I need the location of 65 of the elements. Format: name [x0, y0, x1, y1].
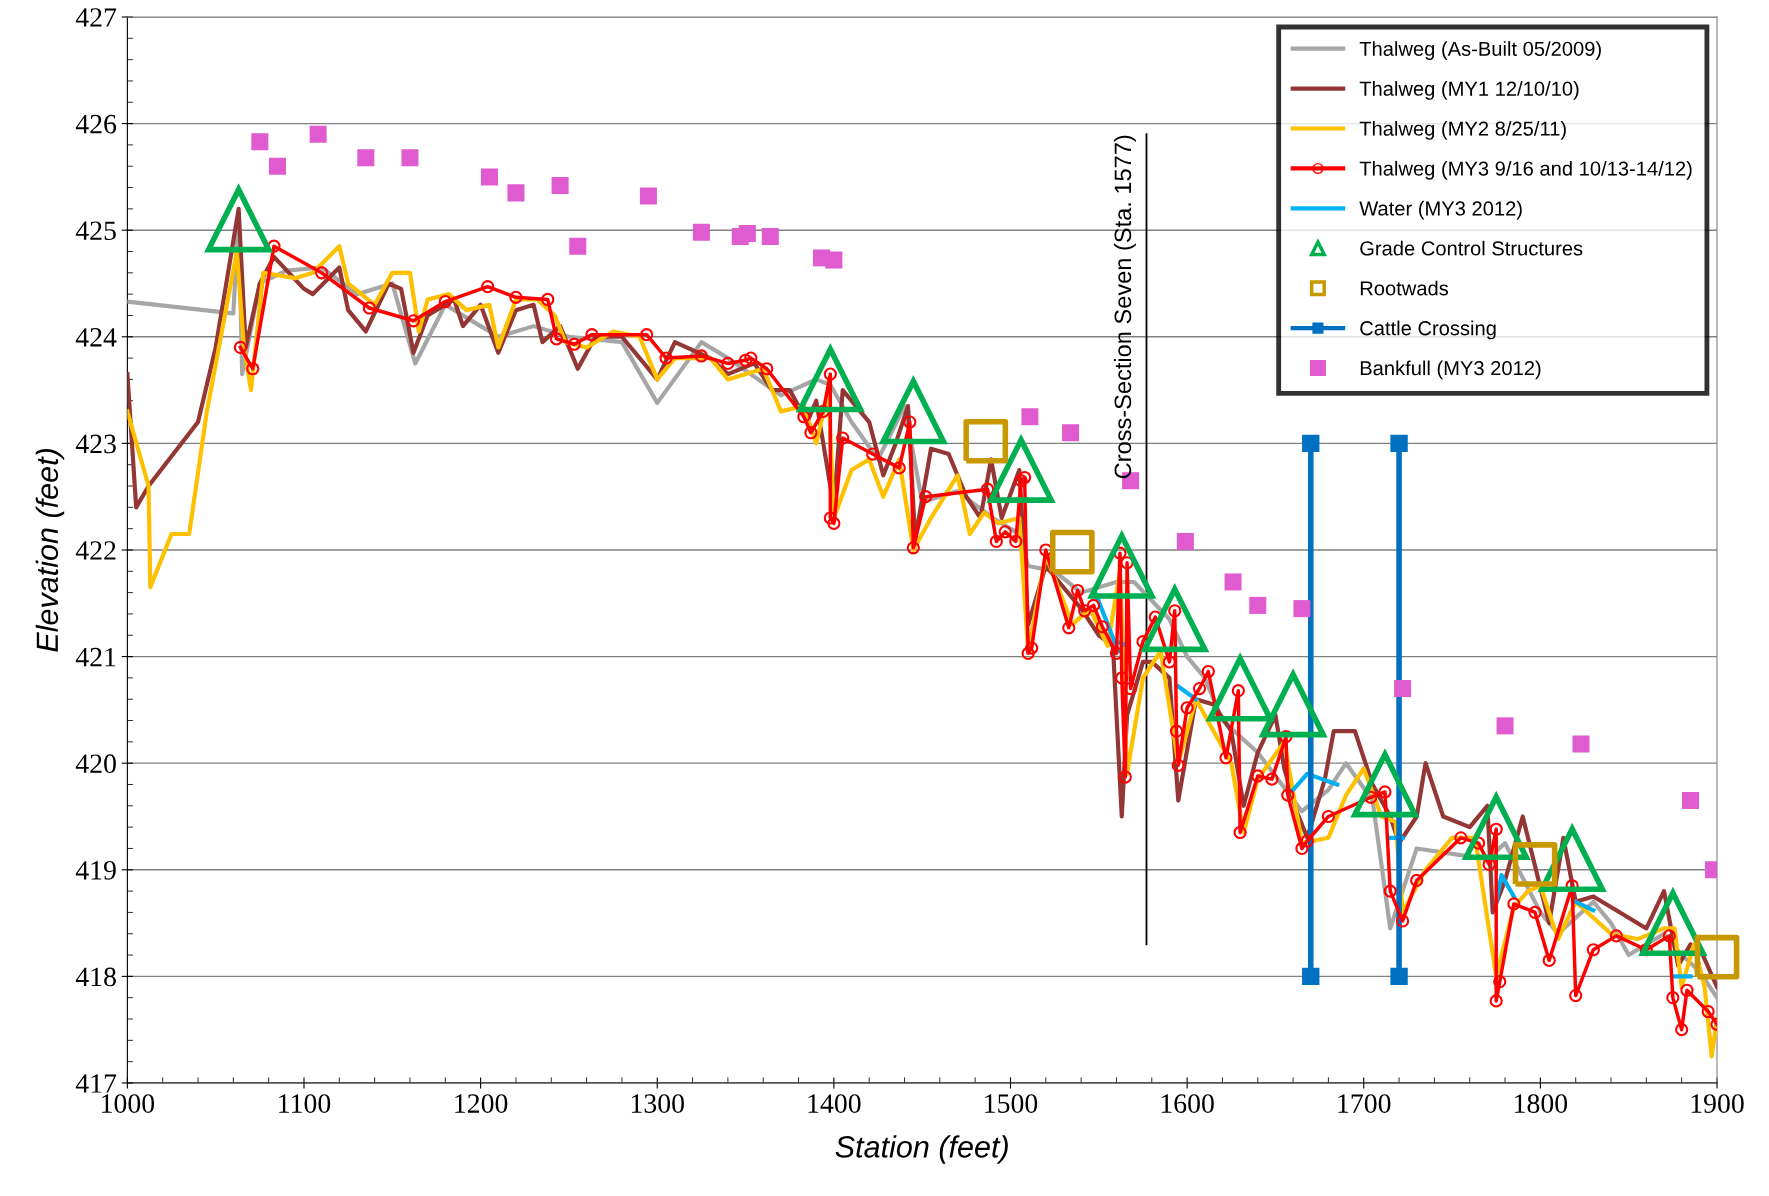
point [1390, 434, 1408, 453]
point [761, 228, 779, 246]
y-tick-label: 417 [75, 1074, 117, 1093]
point [738, 224, 756, 242]
x-tick-label: 1200 [455, 1094, 508, 1113]
legend-label: Water (MY3 2012) [1359, 200, 1522, 220]
y-tick-label: 426 [75, 114, 117, 134]
y-tick-label: 422 [75, 541, 116, 560]
point [1302, 434, 1320, 453]
legend-label: Thalweg (As-Built 05/2009) [1359, 41, 1601, 60]
point [1049, 529, 1095, 575]
x-tick-label: 1300 [631, 1094, 684, 1113]
point [1176, 532, 1194, 550]
y-tick-label: 420 [75, 754, 116, 774]
legend-label: Bankfull (MY3 2012) [1360, 360, 1541, 380]
y-tick-label: 419 [75, 861, 116, 880]
point [1062, 424, 1080, 442]
point [1512, 842, 1558, 887]
x-tick-label: 1800 [1515, 1094, 1568, 1113]
point [251, 133, 269, 151]
x-tick-label: 1000 [102, 1094, 155, 1113]
point [268, 157, 286, 175]
point [1390, 967, 1408, 986]
point [639, 187, 657, 205]
x-tick-label: 1700 [1338, 1094, 1391, 1113]
y-tick-label: 427 [75, 8, 117, 27]
y-tick-label: 423 [75, 434, 116, 454]
point [1681, 791, 1700, 809]
y-tick-label: 418 [75, 967, 116, 987]
point [551, 176, 569, 194]
x-tick-label: 1100 [279, 1094, 331, 1113]
legend-label: Rootwads [1360, 280, 1449, 296]
x-axis-title: Station (feet) [835, 1135, 1008, 1164]
point [1021, 408, 1039, 426]
point [825, 251, 843, 269]
legend-label: Thalweg (MY1 12/10/10) [1359, 81, 1579, 100]
legend-label: Thalweg (MY3 9/16 and 10/13-14/12) [1359, 160, 1692, 180]
point [1572, 735, 1590, 753]
point [357, 149, 375, 167]
point [480, 168, 498, 186]
point [401, 149, 419, 167]
legend-label: Cattle Crossing [1360, 320, 1496, 340]
point [692, 223, 710, 241]
point [507, 184, 525, 202]
point [1224, 573, 1242, 591]
point [569, 237, 587, 255]
x-tick-label: 1900 [1691, 1094, 1744, 1113]
point [1293, 600, 1311, 618]
y-tick-label: 421 [75, 647, 116, 667]
legend-label: Grade Control Structures [1360, 240, 1583, 256]
point [1249, 596, 1267, 614]
y-axis-title: Elevation (feet) [35, 449, 65, 652]
point [309, 125, 327, 143]
x-tick-label: 1400 [808, 1094, 861, 1113]
y-tick-label: 424 [75, 328, 117, 347]
point [1496, 717, 1514, 735]
point [1694, 934, 1740, 980]
ref-line-label: Cross-Section Seven (Sta. 1577) [1113, 135, 1136, 479]
x-tick-label: 1600 [1161, 1094, 1214, 1113]
legend-label: Thalweg (MY2 8/25/11) [1359, 120, 1566, 140]
x-tick-label: 1500 [985, 1094, 1038, 1113]
point [963, 418, 1009, 464]
y-tick-label: 425 [75, 221, 116, 241]
point [1302, 967, 1320, 986]
point [1394, 680, 1412, 698]
